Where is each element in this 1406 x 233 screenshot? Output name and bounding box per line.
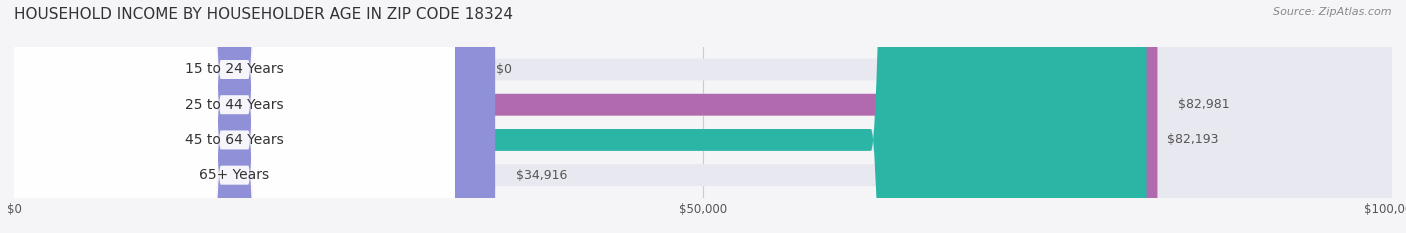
- Text: $0: $0: [496, 63, 512, 76]
- Text: $34,916: $34,916: [516, 169, 567, 182]
- FancyBboxPatch shape: [14, 0, 495, 233]
- FancyBboxPatch shape: [14, 0, 1157, 233]
- Text: $82,193: $82,193: [1167, 134, 1219, 146]
- Text: Source: ZipAtlas.com: Source: ZipAtlas.com: [1274, 7, 1392, 17]
- FancyBboxPatch shape: [14, 0, 1392, 233]
- FancyBboxPatch shape: [14, 0, 456, 233]
- FancyBboxPatch shape: [14, 0, 1392, 233]
- Text: 15 to 24 Years: 15 to 24 Years: [186, 62, 284, 76]
- FancyBboxPatch shape: [14, 0, 1392, 233]
- Text: 65+ Years: 65+ Years: [200, 168, 270, 182]
- Text: HOUSEHOLD INCOME BY HOUSEHOLDER AGE IN ZIP CODE 18324: HOUSEHOLD INCOME BY HOUSEHOLDER AGE IN Z…: [14, 7, 513, 22]
- FancyBboxPatch shape: [14, 0, 456, 233]
- Text: 45 to 64 Years: 45 to 64 Years: [186, 133, 284, 147]
- FancyBboxPatch shape: [14, 0, 1392, 233]
- Text: $82,981: $82,981: [1178, 98, 1230, 111]
- Text: 25 to 44 Years: 25 to 44 Years: [186, 98, 284, 112]
- FancyBboxPatch shape: [14, 0, 1146, 233]
- FancyBboxPatch shape: [14, 0, 456, 233]
- FancyBboxPatch shape: [14, 0, 456, 233]
